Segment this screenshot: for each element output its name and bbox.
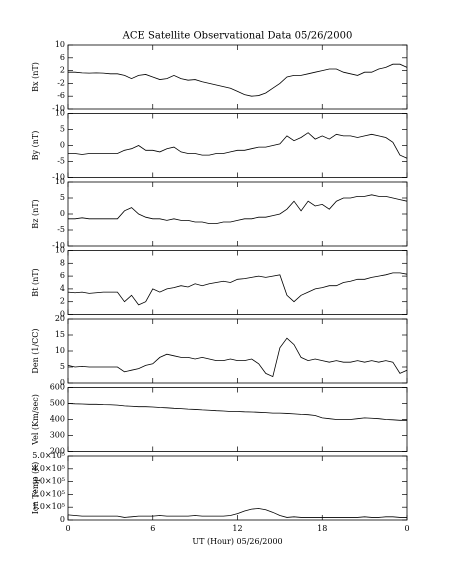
y-tick-label: 200 bbox=[50, 447, 65, 456]
x-tick-label: 6 bbox=[150, 524, 155, 533]
y-tick-label: -6 bbox=[57, 91, 65, 100]
y-tick-label: 5 bbox=[60, 362, 65, 371]
data-line bbox=[68, 132, 408, 159]
y-axis-label: Ion Temp (K) bbox=[31, 462, 40, 515]
data-line bbox=[68, 63, 408, 97]
panel-frame bbox=[67, 455, 408, 521]
y-tick-label: 400 bbox=[50, 415, 65, 424]
panel-frame bbox=[67, 387, 408, 452]
y-tick-label: -10 bbox=[52, 104, 65, 113]
x-axis-label: UT (Hour) 05/26/2000 bbox=[192, 537, 282, 546]
y-tick-label: 10 bbox=[55, 177, 65, 186]
x-tick-label: 18 bbox=[317, 524, 327, 533]
y-tick-label: 15 bbox=[55, 330, 65, 339]
y-tick-label: 0 bbox=[60, 141, 65, 150]
y-axis-label: Vel (Km/sec) bbox=[31, 394, 40, 446]
y-axis-label: Bz (nT) bbox=[31, 199, 40, 228]
y-tick-label: 500 bbox=[50, 399, 65, 408]
data-line bbox=[67, 272, 408, 306]
data-line bbox=[68, 194, 408, 224]
x-tick-label: 0 bbox=[404, 524, 409, 533]
y-tick-label: 10 bbox=[55, 109, 65, 118]
panel-frame bbox=[67, 181, 408, 247]
y-axis-label: By (nT) bbox=[31, 131, 40, 161]
y-tick-label: 1.0×10⁵ bbox=[32, 502, 65, 511]
y-tick-label: 0 bbox=[60, 209, 65, 218]
y-tick-label: 4 bbox=[60, 284, 65, 293]
y-tick-label: 2 bbox=[60, 66, 65, 75]
y-tick-label: -5 bbox=[57, 157, 65, 166]
y-tick-label: 20 bbox=[55, 314, 65, 323]
y-tick-label: 4.0×10⁵ bbox=[32, 464, 65, 473]
data-line bbox=[67, 403, 407, 421]
y-tick-label: 10 bbox=[55, 346, 65, 355]
y-tick-label: 6 bbox=[60, 271, 65, 280]
panel-frame bbox=[67, 44, 408, 110]
y-tick-label: -10 bbox=[52, 173, 65, 182]
y-tick-label: 2.0×10⁵ bbox=[32, 489, 65, 498]
y-tick-label: 0 bbox=[60, 310, 65, 319]
data-line bbox=[67, 508, 407, 518]
y-tick-label: 10 bbox=[55, 246, 65, 255]
x-tick-label: 12 bbox=[232, 524, 242, 533]
y-axis-label: Den (1/CC) bbox=[31, 328, 40, 373]
y-tick-label: -10 bbox=[52, 241, 65, 250]
panel-frame bbox=[67, 318, 408, 384]
y-tick-label: 0 bbox=[60, 515, 65, 524]
y-tick-label: 300 bbox=[50, 431, 65, 440]
panel-frame bbox=[67, 250, 408, 315]
x-tick-label: 0 bbox=[65, 524, 70, 533]
y-tick-label: 0 bbox=[60, 378, 65, 387]
panel-frame bbox=[67, 113, 408, 178]
y-tick-label: -2 bbox=[57, 78, 65, 87]
y-tick-label: 8 bbox=[60, 258, 65, 267]
y-axis-label: Bt (nT) bbox=[31, 268, 40, 296]
y-tick-label: 5 bbox=[60, 193, 65, 202]
y-axis-label: Bx (nT) bbox=[31, 62, 40, 92]
y-tick-label: 5 bbox=[60, 125, 65, 134]
y-tick-label: 6 bbox=[60, 53, 65, 62]
y-tick-label: -5 bbox=[57, 225, 65, 234]
y-tick-label: 2 bbox=[60, 297, 65, 306]
data-line bbox=[67, 337, 408, 378]
y-tick-label: 3.0×10⁵ bbox=[32, 477, 65, 486]
y-tick-label: 5.0×10⁵ bbox=[32, 451, 65, 460]
y-tick-label: 10 bbox=[55, 40, 65, 49]
y-tick-label: 600 bbox=[50, 383, 65, 392]
chart-title: ACE Satellite Observational Data 05/26/2… bbox=[122, 31, 353, 42]
